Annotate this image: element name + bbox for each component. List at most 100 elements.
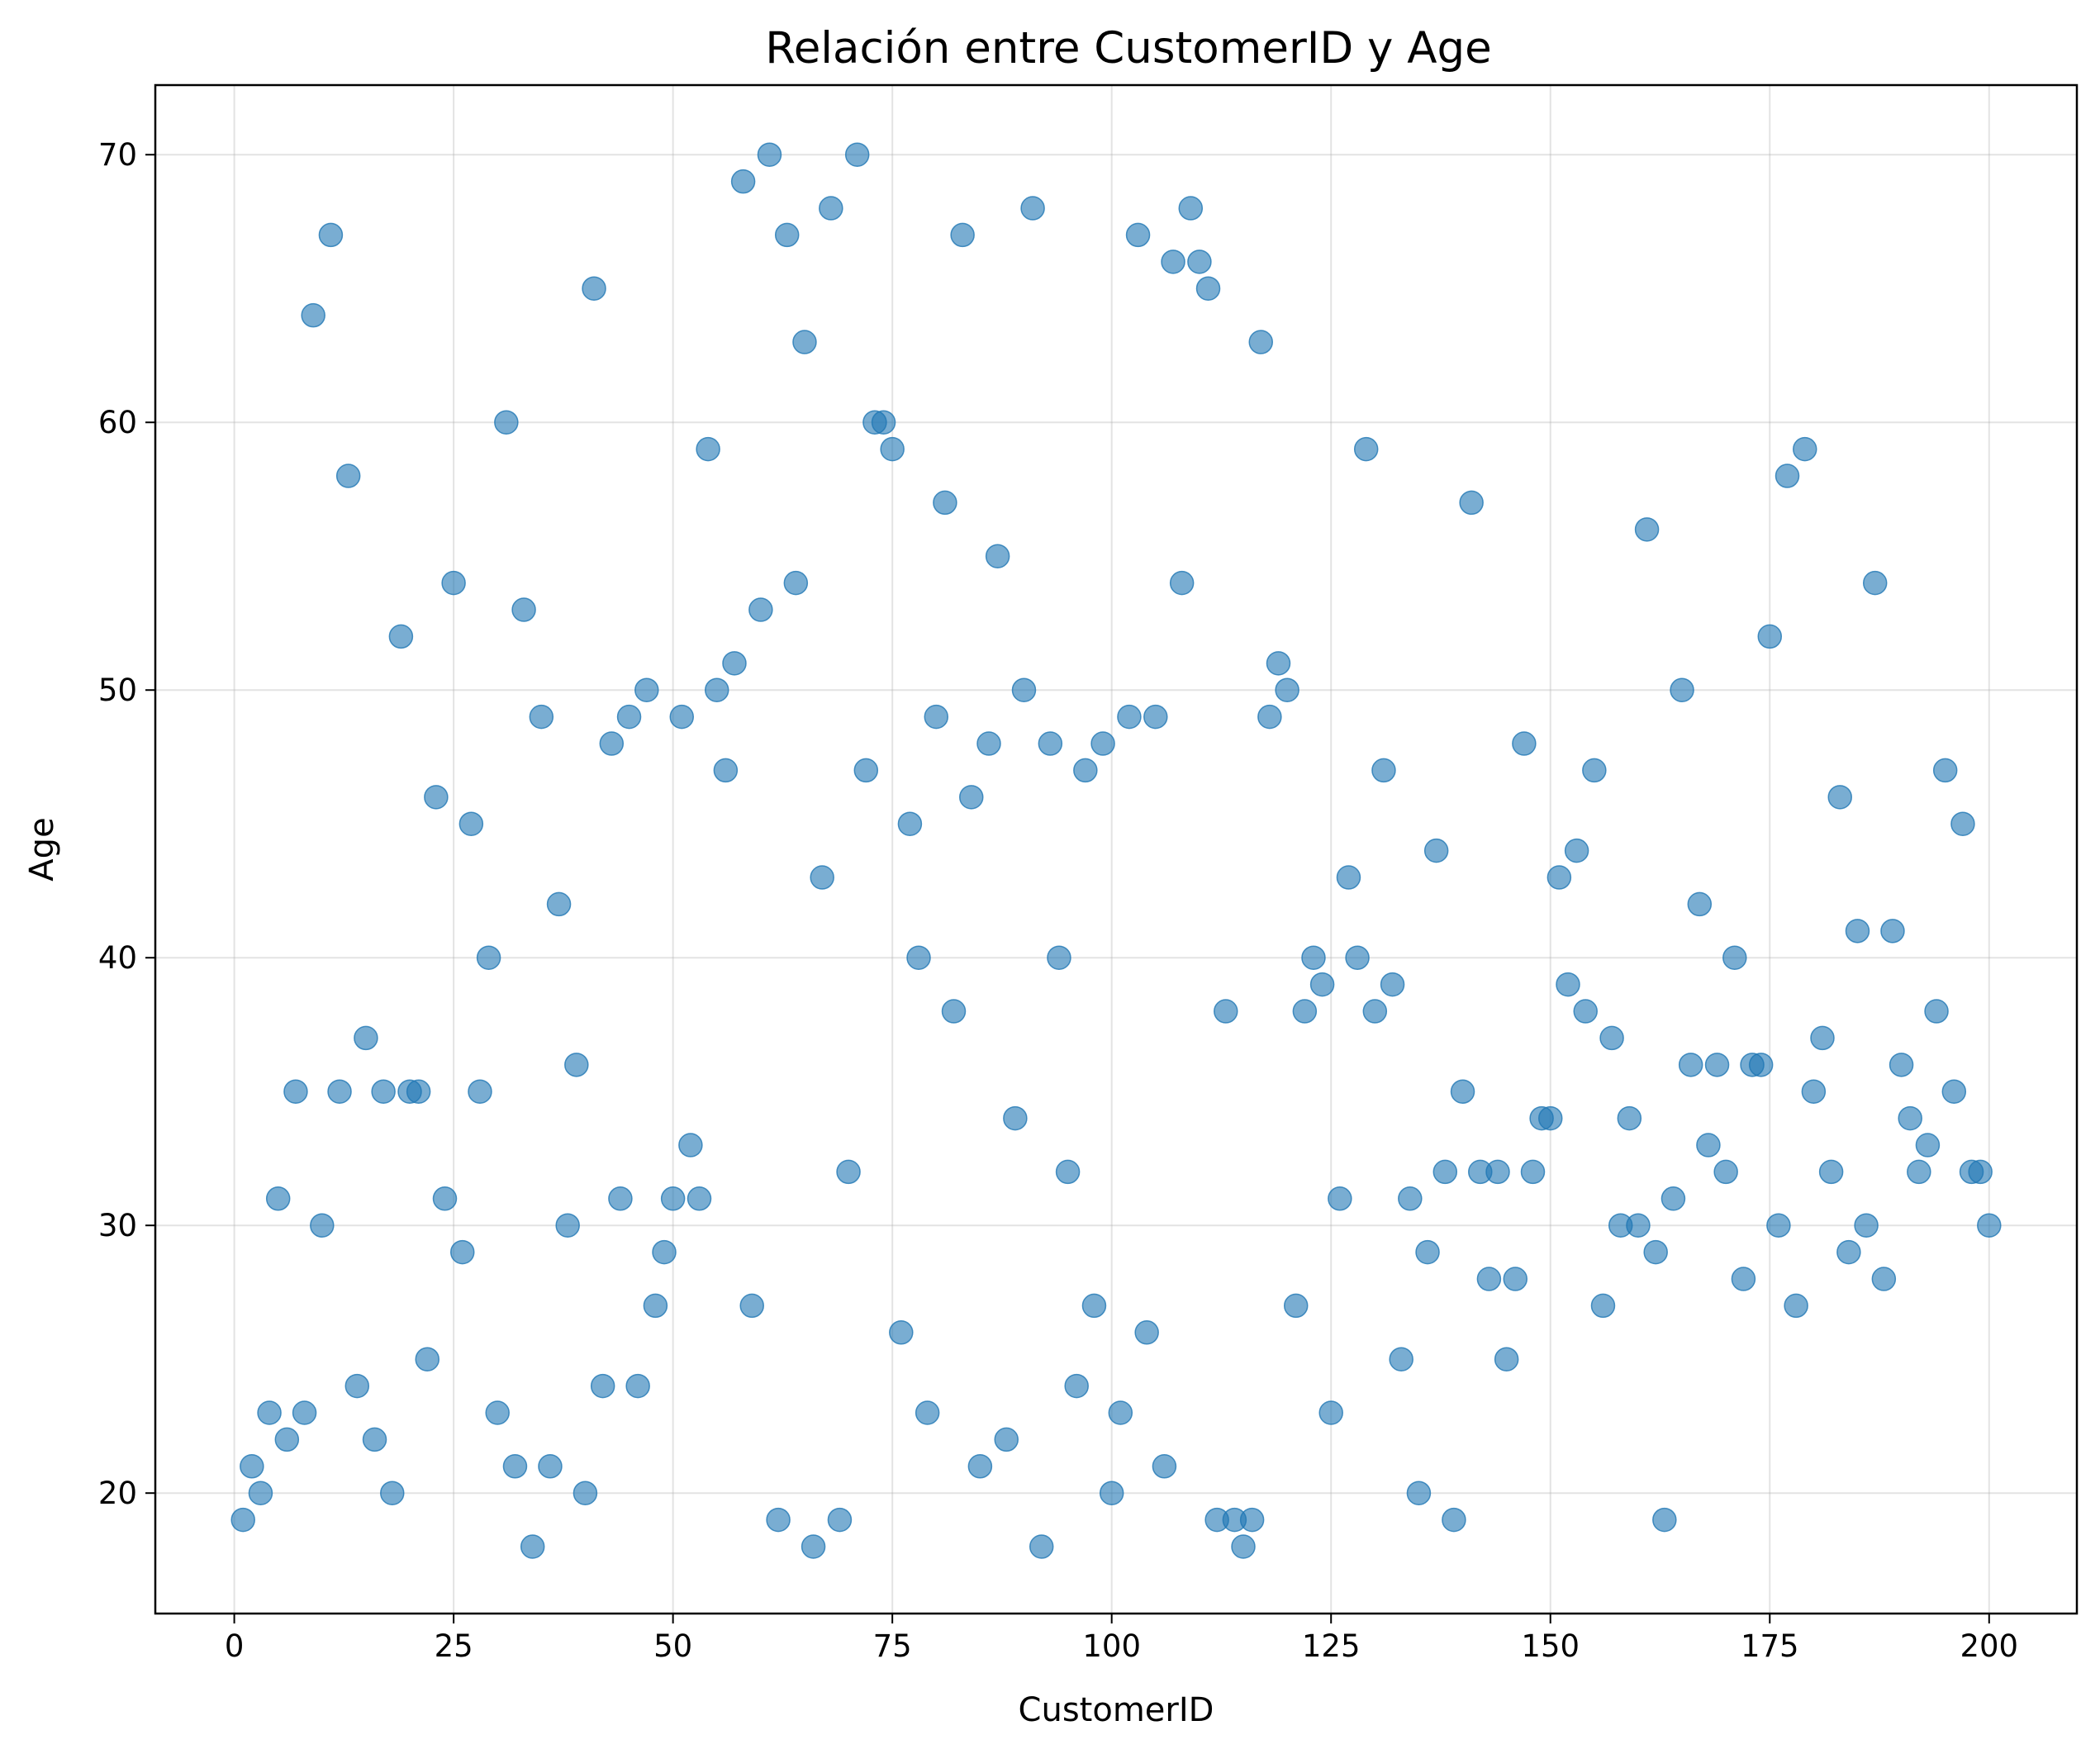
data-point (1731, 1267, 1756, 1291)
x-tick-label: 25 (435, 1628, 473, 1664)
data-point (1503, 1267, 1528, 1291)
data-point (1161, 250, 1185, 274)
data-point (1301, 945, 1326, 970)
data-point (915, 1400, 940, 1425)
data-point (722, 651, 747, 676)
data-point (344, 1373, 370, 1399)
data-point (1345, 945, 1370, 970)
data-point (766, 1507, 791, 1533)
data-point (1318, 1400, 1343, 1425)
data-point (476, 945, 501, 970)
data-point (1573, 999, 1598, 1024)
data-point (1546, 865, 1572, 890)
y-tick-label: 30 (98, 1208, 137, 1243)
data-point (687, 1186, 712, 1211)
data-point (1353, 436, 1379, 462)
x-tick-label: 200 (1960, 1628, 2018, 1664)
x-axis-ticks: 0 25 50 75 100 125 150 175 200 (225, 1614, 2018, 1664)
data-point (1248, 330, 1273, 354)
y-tick-label: 60 (98, 405, 137, 440)
data-point (1292, 999, 1318, 1024)
data-point (458, 811, 484, 836)
data-point (704, 677, 729, 702)
data-point (1108, 1400, 1133, 1425)
data-point (871, 410, 896, 435)
data-point (1818, 1159, 1844, 1185)
data-point (1556, 972, 1580, 997)
data-point (713, 758, 739, 783)
data-point (1977, 1213, 2002, 1238)
data-point (1941, 1079, 1967, 1104)
y-axis-label: Age (23, 817, 61, 881)
data-point (1055, 1159, 1081, 1185)
data-point (897, 811, 923, 836)
data-point (449, 1239, 475, 1265)
data-point (1775, 463, 1800, 488)
data-point (1371, 758, 1396, 783)
data-point (318, 222, 344, 248)
x-tick-label: 100 (1082, 1628, 1141, 1664)
data-point (1898, 1105, 1922, 1131)
data-point (1907, 1159, 1931, 1185)
data-point (1423, 838, 1449, 863)
data-point (924, 704, 949, 730)
data-point (582, 276, 606, 301)
data-point (994, 1427, 1019, 1452)
data-point (1810, 1025, 1835, 1051)
x-tick-label: 125 (1302, 1628, 1361, 1664)
data-point (257, 1400, 282, 1425)
data-point (354, 1025, 378, 1051)
data-point (230, 1507, 255, 1533)
data-point (757, 142, 782, 167)
data-point (1415, 1239, 1440, 1265)
data-point (283, 1079, 308, 1104)
data-point (1634, 517, 1660, 542)
data-point (1125, 222, 1151, 248)
data-point (424, 785, 449, 810)
data-point (1766, 1213, 1791, 1238)
data-point (538, 1454, 563, 1479)
data-point (1617, 1105, 1642, 1131)
data-point (1257, 704, 1282, 730)
data-point (388, 624, 414, 649)
data-point (441, 570, 466, 596)
data-point (502, 1454, 528, 1479)
data-point (950, 222, 975, 248)
data-point (1011, 677, 1037, 702)
data-point (1722, 945, 1747, 970)
data-point (1643, 1239, 1668, 1265)
data-point (1652, 1507, 1677, 1533)
data-point (1099, 1481, 1124, 1505)
data-point (1029, 1534, 1054, 1559)
data-point (801, 1534, 826, 1559)
data-point (1038, 731, 1063, 756)
data-point (933, 490, 957, 516)
data-point (1512, 731, 1537, 756)
data-point (1661, 1186, 1686, 1211)
data-point (1704, 1053, 1730, 1077)
data-point (511, 597, 536, 622)
data-point (1678, 1053, 1703, 1077)
data-point (1020, 196, 1045, 221)
data-point (1003, 1105, 1028, 1131)
data-point (406, 1079, 431, 1104)
data-point (1362, 999, 1388, 1024)
chart-title: Relación entre CustomerID y Age (765, 23, 1492, 74)
data-point (555, 1213, 580, 1238)
data-point (1889, 1053, 1914, 1077)
data-point (985, 544, 1010, 568)
data-point (1854, 1213, 1879, 1238)
data-point (1924, 999, 1949, 1024)
data-point (625, 1373, 650, 1399)
data-point (774, 222, 800, 248)
data-point (1152, 1454, 1177, 1479)
data-point (853, 758, 879, 783)
y-tick-label: 50 (98, 673, 137, 708)
data-point (1968, 1159, 1993, 1185)
data-point (274, 1427, 300, 1452)
data-point (1687, 891, 1713, 917)
data-point (292, 1400, 317, 1425)
data-point (844, 142, 870, 167)
data-point (1792, 436, 1817, 462)
